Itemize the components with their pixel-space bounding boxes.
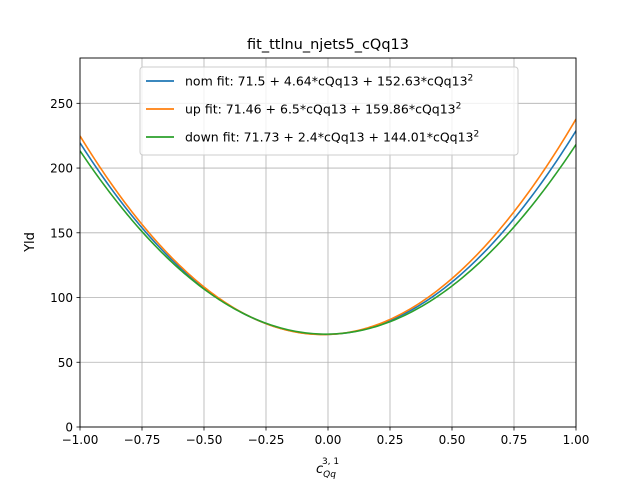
y-tick-label: 200 [50, 162, 73, 176]
y-axis-label: Yld [23, 232, 38, 253]
x-axis-label-subscript: Qq [323, 470, 336, 480]
legend-label: up fit: 71.46 + 6.5*cQq13 + 159.86*cQq13… [185, 102, 461, 117]
x-tick-label: −0.25 [248, 433, 285, 447]
x-tick-label: 0.25 [377, 433, 404, 447]
legend: nom fit: 71.5 + 4.64*cQq13 + 152.63*cQq1… [139, 66, 519, 156]
x-axis-label-base: c [316, 462, 323, 477]
chart-title: fit_ttlnu_njets5_cQq13 [247, 37, 409, 53]
y-tick-label: 0 [65, 421, 73, 435]
y-tick-label: 50 [58, 356, 73, 370]
x-tick-label: 1.00 [563, 433, 590, 447]
x-tick-label: 0.00 [315, 433, 342, 447]
legend-label: down fit: 71.73 + 2.4*cQq13 + 144.01*cQq… [185, 130, 479, 145]
x-tick-label: 0.50 [439, 433, 466, 447]
series-lines [80, 118, 576, 336]
x-tick-label: −0.50 [186, 433, 223, 447]
legend-box [139, 66, 519, 156]
x-axis-label: cQq 3, 1 [316, 457, 339, 480]
y-tick-label: 100 [50, 291, 73, 305]
legend-label: nom fit: 71.5 + 4.64*cQq13 + 152.63*cQq1… [185, 74, 473, 89]
series-line [80, 144, 576, 335]
y-tick-label: 150 [50, 226, 73, 240]
x-tick-label: −1.00 [62, 433, 99, 447]
x-axis: −1.00 −0.75 −0.50 −0.25 0.00 0.25 0.50 0.75 1.00 [62, 427, 590, 447]
y-axis: 0 50 100 150 200 250 [50, 97, 80, 435]
x-tick-label: −0.75 [124, 433, 161, 447]
x-tick-label: 0.75 [501, 433, 528, 447]
x-axis-label-superscript: 3, 1 [322, 457, 339, 467]
y-tick-label: 250 [50, 97, 73, 111]
legend-items: nom fit: 71.5 + 4.64*cQq13 + 152.63*cQq1… [146, 74, 479, 145]
